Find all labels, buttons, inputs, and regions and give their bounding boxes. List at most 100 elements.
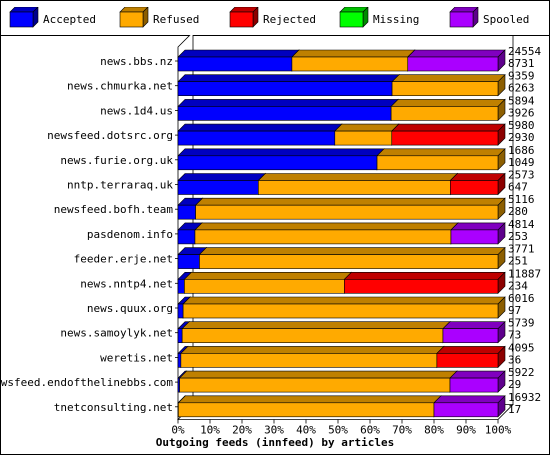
y-tick-label: newsfeed.endofthelinebbs.com	[1, 376, 173, 389]
bar-refused	[180, 345, 445, 369]
bar-refused	[181, 320, 451, 344]
legend-label: Refused	[153, 13, 200, 26]
y-tick-label: news.samoylyk.net	[60, 327, 173, 340]
x-tick-label: 40%	[296, 424, 316, 436]
x-tick-label: 10%	[200, 424, 220, 436]
bar-accepted-label: 6263	[508, 82, 535, 95]
legend-label: Missing	[373, 13, 420, 26]
y-tick-label: pasdenom.info	[87, 228, 173, 241]
bar-accepted-label: 97	[508, 304, 521, 317]
bar-refused	[291, 49, 416, 72]
legend-label: Rejected	[263, 13, 316, 26]
legend-label: Accepted	[43, 13, 96, 26]
legend-label: Spooled	[483, 13, 530, 26]
bar-total-label: 4095	[508, 341, 535, 354]
bar-accepted-label: 251	[508, 255, 528, 268]
legend-swatch-spooled	[449, 7, 479, 28]
y-tick-label: weretis.net	[100, 351, 173, 364]
bar-accepted	[177, 73, 400, 97]
bar-refused	[178, 370, 458, 393]
bar-refused	[183, 271, 353, 295]
chart-plot: 0% 10% 20% 30% 40% 50% 60% 70% 80% 90% 100% news.bb…	[1, 35, 541, 436]
legend-swatch-box	[119, 7, 149, 28]
bar-rejected	[343, 271, 506, 295]
bar-refused	[257, 172, 459, 196]
y-tick-label: news.bbs.nz	[100, 55, 173, 68]
bar-rejected	[449, 172, 506, 196]
legend-swatch-box	[9, 7, 39, 28]
bar-accepted-label: 280	[508, 205, 528, 218]
bar-spooled	[449, 370, 506, 393]
bar-refused	[391, 73, 506, 97]
x-tick-label: 100%	[485, 424, 512, 436]
bar-accepted-label: 253	[508, 230, 528, 243]
y-tick-label: news.chmurka.net	[67, 80, 173, 93]
bar-refused	[334, 123, 400, 146]
bar-accepted-label: 3926	[508, 106, 535, 119]
bar-total-label: 5894	[508, 94, 535, 107]
bar-spooled	[442, 320, 506, 344]
bar-total-label: 11887	[508, 267, 541, 280]
legend: Accepted Refused Rejected Missing Spooled	[1, 1, 549, 36]
y-tick-label: newsfeed.dotsrc.org	[47, 129, 173, 142]
y-tick-label: feeder.erje.net	[74, 253, 173, 266]
x-tick-label: 50%	[328, 424, 348, 436]
legend-swatch-box	[449, 7, 479, 28]
bar-accepted	[177, 49, 300, 72]
bar-spooled	[433, 395, 506, 418]
bar-accepted	[177, 148, 385, 171]
bar-total-label: 9359	[508, 70, 535, 83]
bar-refused	[194, 197, 506, 220]
bar-total-label: 1686	[508, 144, 535, 157]
bar-accepted-label: 29	[508, 378, 521, 391]
legend-swatch-accepted	[9, 7, 39, 28]
bar-accepted-label: 647	[508, 181, 528, 194]
x-axis-title: Outgoing feeds (innfeed) by articles	[155, 436, 395, 449]
bar-refused	[390, 98, 506, 122]
y-tick-label: news.nntp4.net	[80, 277, 173, 290]
bar-spooled	[407, 49, 506, 72]
legend-swatch-box	[229, 7, 259, 28]
bar-accepted	[177, 98, 399, 122]
bar-accepted-label: 234	[508, 279, 528, 292]
bar-total-label: 24554	[508, 45, 541, 58]
bar-total-label: 4814	[508, 218, 535, 231]
x-tick-label: 20%	[232, 424, 252, 436]
bar-total-label: 6016	[508, 292, 535, 305]
bar-total-label: 5116	[508, 193, 535, 206]
x-tick-label: 60%	[360, 424, 380, 436]
bar-total-label: 3771	[508, 243, 535, 256]
x-tick-label: 0%	[171, 424, 185, 436]
bar-total-label: 16932	[508, 391, 541, 404]
bar-rejected	[436, 345, 506, 369]
bar-refused	[194, 222, 459, 245]
bar-refused	[177, 395, 442, 418]
bar-refused	[182, 296, 506, 319]
bar-rejected	[391, 123, 506, 146]
bar-accepted-label: 17	[508, 403, 521, 416]
y-tick-label: tnetconsulting.net	[54, 401, 173, 414]
y-tick-label: news.furie.org.uk	[60, 154, 173, 167]
bar-total-label: 5922	[508, 366, 535, 379]
bar-accepted	[177, 172, 267, 196]
bar-refused	[198, 246, 506, 270]
bar-accepted-label: 1049	[508, 156, 535, 169]
y-tick-label: news.quux.org	[87, 302, 173, 315]
x-tick-label: 30%	[264, 424, 284, 436]
bar-total-label: 2573	[508, 169, 535, 182]
bar-total-label: 5980	[508, 119, 535, 132]
legend-swatch-box	[339, 7, 369, 28]
bar-refused	[376, 148, 506, 171]
x-tick-label: 80%	[424, 424, 444, 436]
bar-accepted-label: 8731	[508, 57, 535, 70]
x-tick-label: 90%	[456, 424, 476, 436]
bar-accepted	[177, 123, 343, 146]
bar-total-label: 5739	[508, 317, 535, 330]
legend-swatch-missing	[339, 7, 369, 28]
y-tick-label: newsfeed.bofh.team	[54, 203, 174, 216]
bar-accepted-label: 36	[508, 353, 521, 366]
y-tick-label: news.1d4.us	[100, 104, 173, 117]
bar-spooled	[450, 222, 506, 245]
bar-accepted-label: 2930	[508, 131, 535, 144]
